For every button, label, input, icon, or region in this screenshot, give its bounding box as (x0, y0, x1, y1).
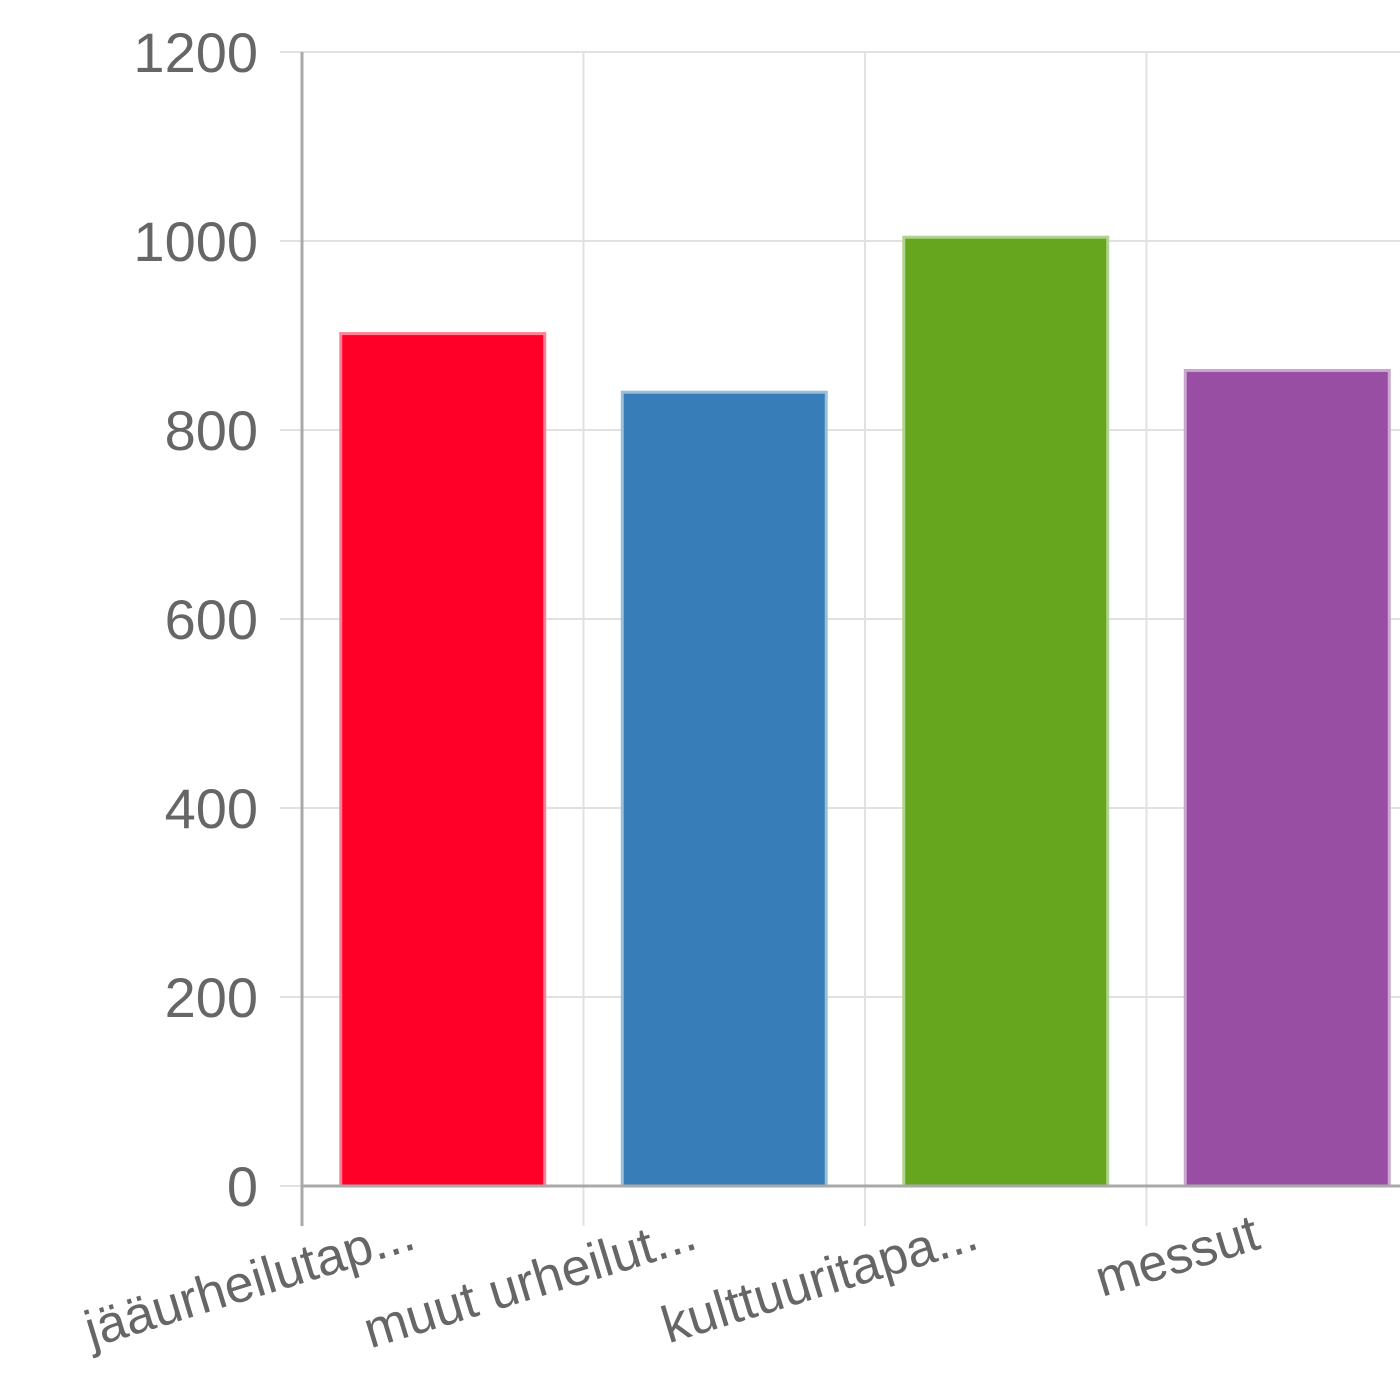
bar (620, 390, 828, 1188)
bar (902, 235, 1110, 1188)
y-tick-label: 0 (227, 1155, 258, 1218)
x-tick-label: kulttuuritapa... (655, 1204, 984, 1355)
y-tick-label: 600 (165, 588, 258, 651)
y-tick-label: 1000 (133, 210, 258, 273)
axes (300, 52, 1400, 1226)
bars (339, 235, 1391, 1188)
x-axis-ticks: jääurheilutap...muut urheilut...kulttuur… (76, 1204, 1266, 1360)
y-tick-label: 200 (165, 966, 258, 1029)
y-tick-label: 800 (165, 399, 258, 462)
bar (339, 332, 547, 1188)
x-tick-label: messut (1089, 1204, 1267, 1309)
y-tick-label: 1200 (133, 21, 258, 84)
bar (1183, 368, 1391, 1188)
y-tick-label: 400 (165, 777, 258, 840)
y-axis-ticks: 0 200 400 600 800 1000 1200 (133, 21, 258, 1218)
